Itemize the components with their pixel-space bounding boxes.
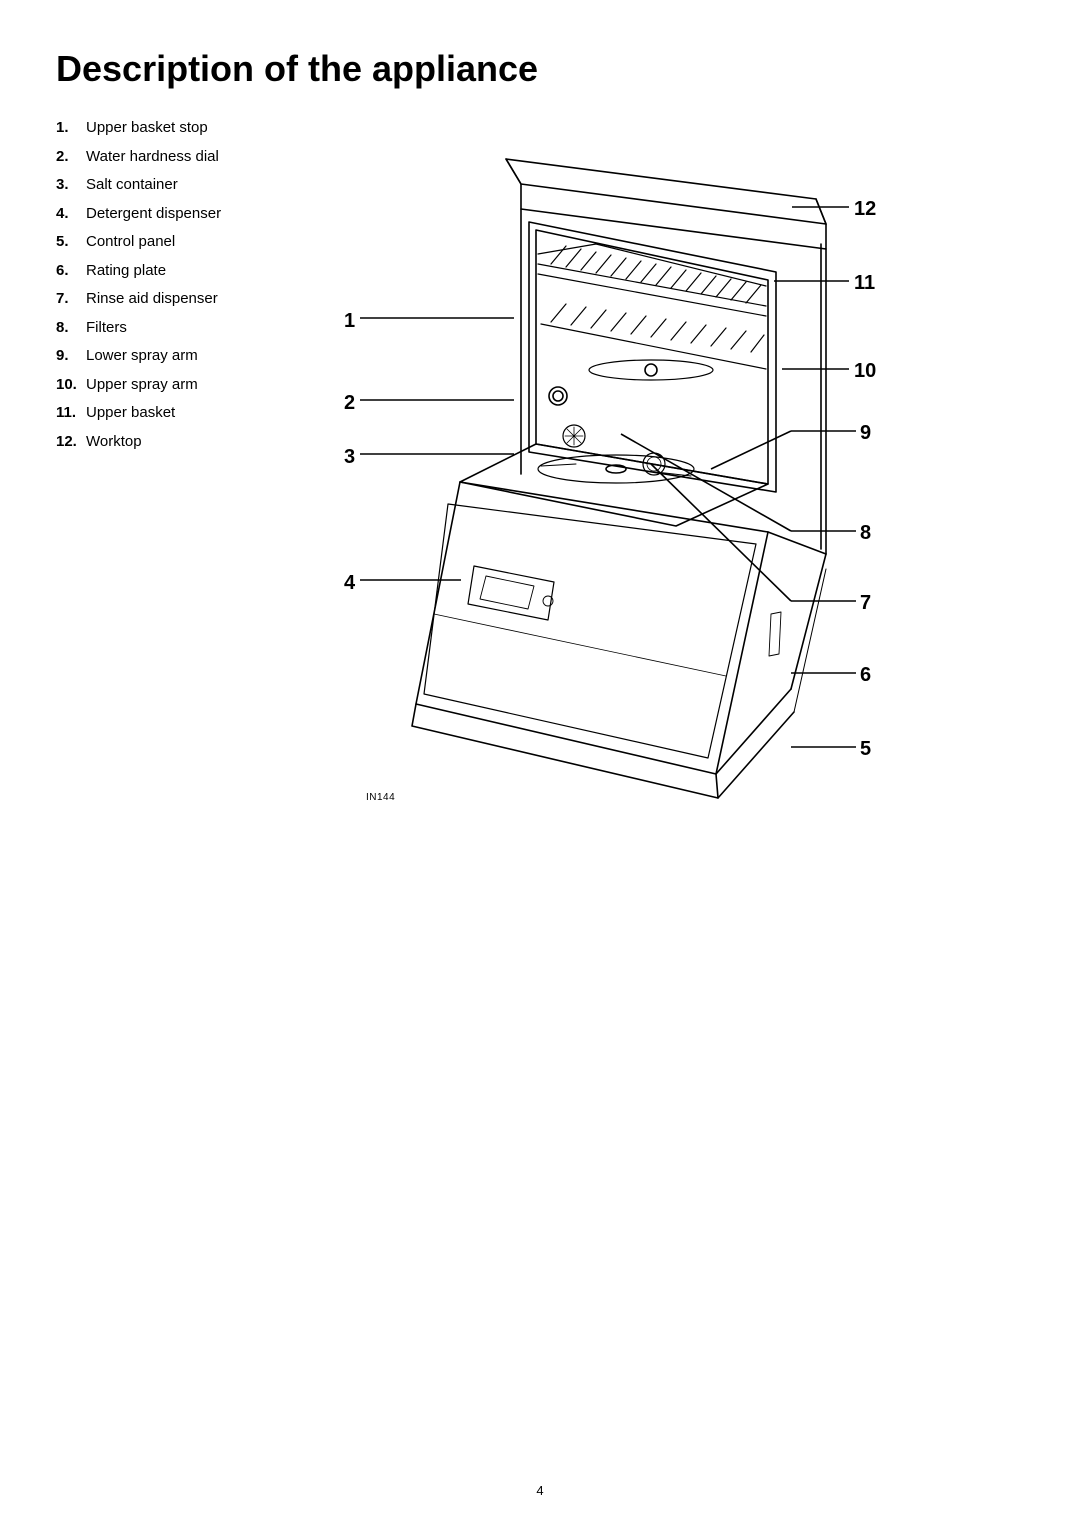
legend-item-number: 6. (56, 257, 86, 286)
legend-item-number: 3. (56, 171, 86, 200)
callout-3: 3 (344, 446, 355, 469)
legend-item-number: 8. (56, 314, 86, 343)
callout-6: 6 (860, 664, 871, 687)
callout-2: 2 (344, 392, 355, 415)
legend-item-label: Upper basket (86, 399, 316, 428)
legend-item: 12.Worktop (56, 428, 316, 457)
legend-item: 11.Upper basket (56, 399, 316, 428)
appliance-diagram: 123412111098765 IN144 (316, 114, 1024, 834)
legend-item: 8.Filters (56, 314, 316, 343)
legend-item-label: Worktop (86, 428, 316, 457)
legend-item-label: Water hardness dial (86, 143, 316, 172)
legend-item-label: Control panel (86, 228, 316, 257)
legend-item: 7.Rinse aid dispenser (56, 285, 316, 314)
legend-item-number: 2. (56, 143, 86, 172)
legend-item-label: Detergent dispenser (86, 200, 316, 229)
legend-item: 10.Upper spray arm (56, 371, 316, 400)
callout-10: 10 (854, 360, 876, 383)
legend-item: 9.Lower spray arm (56, 342, 316, 371)
legend-item-number: 1. (56, 114, 86, 143)
callout-8: 8 (860, 522, 871, 545)
legend-item: 3.Salt container (56, 171, 316, 200)
legend-item-label: Rinse aid dispenser (86, 285, 316, 314)
page-title: Description of the appliance (56, 48, 1024, 90)
legend-item-number: 4. (56, 200, 86, 229)
legend-item-number: 10. (56, 371, 86, 400)
callout-9: 9 (860, 422, 871, 445)
legend-item-label: Filters (86, 314, 316, 343)
legend-item-label: Upper spray arm (86, 371, 316, 400)
legend-item-number: 7. (56, 285, 86, 314)
callout-1: 1 (344, 310, 355, 333)
legend-item-label: Salt container (86, 171, 316, 200)
legend-item-number: 11. (56, 399, 86, 428)
callout-4: 4 (344, 572, 355, 595)
figure-reference: IN144 (366, 792, 395, 803)
legend-item: 5.Control panel (56, 228, 316, 257)
callout-5: 5 (860, 738, 871, 761)
legend-item-number: 9. (56, 342, 86, 371)
legend-item-label: Rating plate (86, 257, 316, 286)
legend-item: 4.Detergent dispenser (56, 200, 316, 229)
page-number: 4 (536, 1483, 543, 1498)
legend-item-number: 12. (56, 428, 86, 457)
legend-item-label: Upper basket stop (86, 114, 316, 143)
legend-item-label: Lower spray arm (86, 342, 316, 371)
callout-11: 11 (854, 272, 875, 295)
legend-item-number: 5. (56, 228, 86, 257)
dishwasher-svg (316, 114, 896, 834)
legend-item: 6.Rating plate (56, 257, 316, 286)
callout-7: 7 (860, 592, 871, 615)
parts-legend: 1.Upper basket stop2.Water hardness dial… (56, 114, 316, 834)
legend-item: 2.Water hardness dial (56, 143, 316, 172)
callout-12: 12 (854, 198, 876, 221)
legend-item: 1.Upper basket stop (56, 114, 316, 143)
